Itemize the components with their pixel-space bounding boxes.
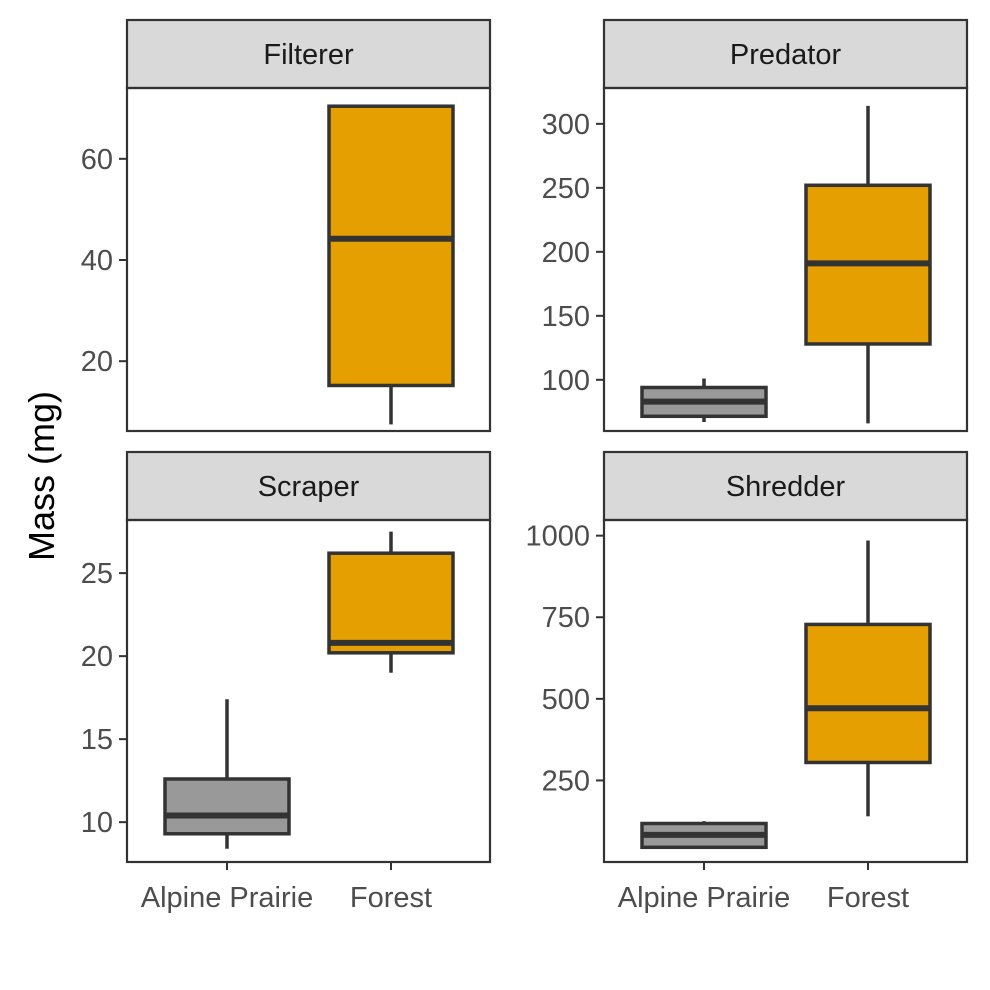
y-axis-title: Mass (mg) <box>21 391 62 561</box>
box-iqr <box>327 551 455 655</box>
y-tick-label: 300 <box>542 109 590 141</box>
y-tick-label: 60 <box>81 144 113 176</box>
y-tick-label: 20 <box>81 346 113 378</box>
facet-strip-title: Scraper <box>258 471 360 503</box>
facet-strip-title: Predator <box>730 39 842 71</box>
box-forest <box>804 105 932 424</box>
y-tick-label: 750 <box>542 602 590 634</box>
x-tick-label: Forest <box>350 882 432 914</box>
y-tick-label: 15 <box>81 724 113 756</box>
facet-panel-scraper: Scraper 10 15 20 25 Alpine Prairie Forest <box>81 450 492 914</box>
box-alpine-prairie <box>640 378 768 423</box>
y-tick-label: 40 <box>81 245 113 277</box>
box-alpine-prairie <box>163 699 291 849</box>
box-iqr <box>163 777 291 836</box>
facet-panel-predator: Predator 100 150 200 250 300 <box>542 18 969 433</box>
y-tick-label: 1000 <box>525 521 590 553</box>
panel-border <box>602 518 969 864</box>
y-tick-label: 10 <box>81 807 113 839</box>
box-iqr <box>804 622 932 765</box>
box-forest <box>327 104 455 425</box>
facet-strip <box>602 18 969 90</box>
y-tick-label: 200 <box>542 237 590 269</box>
facet-strip <box>125 450 492 522</box>
y-tick-label: 20 <box>81 641 113 673</box>
y-tick-label: 250 <box>542 173 590 205</box>
facet-panel-shredder: Shredder 250 500 750 1000 Alpine Prairie Fores… <box>525 450 969 914</box>
facet-strip-title: Shredder <box>726 471 846 503</box>
x-tick-label: Alpine Prairie <box>141 882 313 914</box>
facet-panel-filterer: Filterer 20 40 60 <box>81 18 492 433</box>
y-tick-label: 150 <box>542 301 590 333</box>
facets-group: Filterer 20 40 60 Predator 100 150 200 250 300 Scr… <box>81 18 969 914</box>
box-alpine-prairie <box>640 821 768 850</box>
panel-border <box>602 86 969 433</box>
box-forest <box>804 540 932 817</box>
box-iqr <box>327 104 455 388</box>
y-tick-label: 500 <box>542 684 590 716</box>
y-tick-label: 250 <box>542 765 590 797</box>
x-tick-label: Forest <box>827 882 909 914</box>
y-tick-label: 25 <box>81 558 113 590</box>
facet-strip-title: Filterer <box>263 39 354 71</box>
facet-strip <box>125 18 492 90</box>
box-forest <box>327 531 455 673</box>
panel-border <box>125 518 492 864</box>
x-tick-label: Alpine Prairie <box>618 882 790 914</box>
facet-strip <box>602 450 969 522</box>
y-tick-label: 100 <box>542 365 590 397</box>
